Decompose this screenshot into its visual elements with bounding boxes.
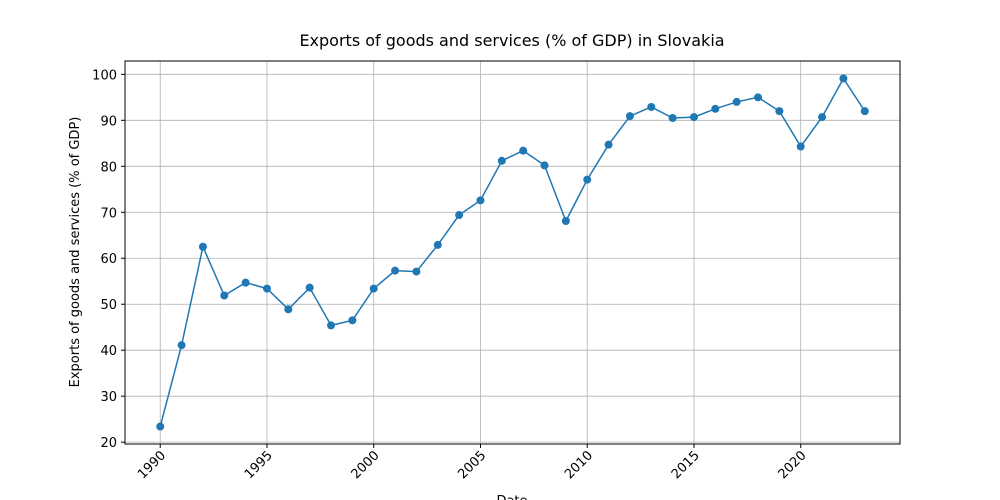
point	[561, 217, 570, 226]
point	[583, 175, 592, 184]
y-axis-label: Exports of goods and services (% of GDP)	[68, 117, 83, 388]
point	[711, 104, 720, 113]
point	[412, 267, 421, 276]
point	[796, 142, 805, 151]
point	[284, 305, 293, 314]
point	[348, 316, 357, 325]
point	[625, 112, 634, 121]
x-tick-label: 1990	[135, 448, 169, 482]
point	[305, 283, 314, 292]
point	[220, 291, 229, 300]
point	[689, 113, 698, 122]
y-tick-label: 100	[92, 68, 117, 83]
plot-frame	[124, 60, 901, 445]
point	[262, 284, 271, 293]
point	[732, 97, 741, 106]
point	[177, 341, 186, 350]
point	[156, 422, 165, 431]
y-tick-label: 90	[100, 114, 117, 129]
point	[754, 93, 763, 102]
point	[839, 74, 848, 83]
x-axis-label: Date	[496, 494, 527, 500]
point	[519, 146, 528, 155]
y-tick-label: 70	[100, 206, 117, 221]
point	[668, 114, 677, 123]
x-tick-label: 2015	[669, 448, 703, 482]
point	[391, 266, 400, 275]
x-tick-label: 2010	[562, 448, 596, 482]
y-tick-label: 60	[100, 252, 117, 267]
point	[369, 284, 378, 293]
y-tick-label: 30	[100, 390, 117, 405]
x-tick-label: 1995	[242, 448, 276, 482]
point	[327, 321, 336, 330]
point	[476, 196, 485, 205]
line	[159, 77, 866, 427]
point	[775, 107, 784, 116]
point	[455, 211, 464, 220]
point	[241, 278, 250, 287]
x-tick-label: 2020	[776, 448, 810, 482]
y-tick-label: 80	[100, 160, 117, 175]
x-tick-label: 2000	[349, 448, 383, 482]
point	[604, 140, 613, 149]
point	[647, 102, 656, 111]
point	[540, 161, 549, 170]
y-tick-label: 40	[100, 344, 117, 359]
x-tick-label: 2005	[455, 448, 489, 482]
y-tick-label: 20	[100, 436, 117, 451]
point	[818, 113, 827, 122]
point	[860, 107, 869, 116]
point	[433, 240, 442, 249]
chart-title: Exports of goods and services (% of GDP)…	[299, 31, 724, 50]
point	[497, 156, 506, 165]
y-tick-label: 50	[100, 298, 117, 313]
point	[198, 242, 207, 251]
